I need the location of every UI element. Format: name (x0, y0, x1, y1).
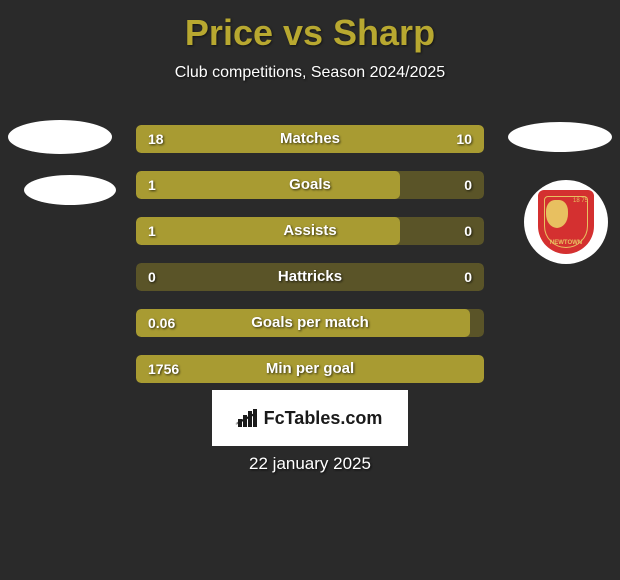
stat-value-left: 18 (148, 125, 164, 153)
shield-icon: 18 75 NEWTOWN (538, 190, 594, 254)
stat-row: Goals1 0 (136, 171, 484, 199)
stat-row: Matches18 10 (136, 125, 484, 153)
stat-value-left: 0 (148, 263, 156, 291)
date-label: 22 january 2025 (0, 454, 620, 474)
club-badge-right-1 (508, 122, 612, 152)
stat-value-left: 1756 (148, 355, 179, 383)
stat-label: Goals per match (136, 309, 484, 337)
stat-label: Matches (136, 125, 484, 153)
shield-name: NEWTOWN (538, 240, 594, 246)
stat-label: Goals (136, 171, 484, 199)
stat-row: Min per goal1756 (136, 355, 484, 383)
stat-value-left: 1 (148, 171, 156, 199)
stat-value-right: 0 (464, 263, 472, 291)
stat-value-right: 0 (464, 217, 472, 245)
stat-value-right: 0 (464, 171, 472, 199)
stat-row: Goals per match0.06 (136, 309, 484, 337)
stat-value-left: 1 (148, 217, 156, 245)
stat-row: Hattricks0 0 (136, 263, 484, 291)
stat-label: Assists (136, 217, 484, 245)
page-title: Price vs Sharp (0, 0, 620, 54)
stat-label: Hattricks (136, 263, 484, 291)
chart-icon (238, 409, 260, 427)
club-badge-left-2 (24, 175, 116, 205)
stat-label: Min per goal (136, 355, 484, 383)
club-badge-left-1 (8, 120, 112, 154)
stat-value-left: 0.06 (148, 309, 175, 337)
subtitle: Club competitions, Season 2024/2025 (0, 64, 620, 82)
logo-text: FcTables.com (264, 408, 383, 429)
club-badge-right-2: 18 75 NEWTOWN (524, 180, 608, 264)
shield-year: 18 75 (573, 198, 588, 205)
stat-row: Assists1 0 (136, 217, 484, 245)
logo-box[interactable]: FcTables.com (212, 390, 408, 446)
stats-container: Matches1810Goals10Assists10Hattricks00Go… (136, 125, 484, 401)
stat-value-right: 10 (456, 125, 472, 153)
